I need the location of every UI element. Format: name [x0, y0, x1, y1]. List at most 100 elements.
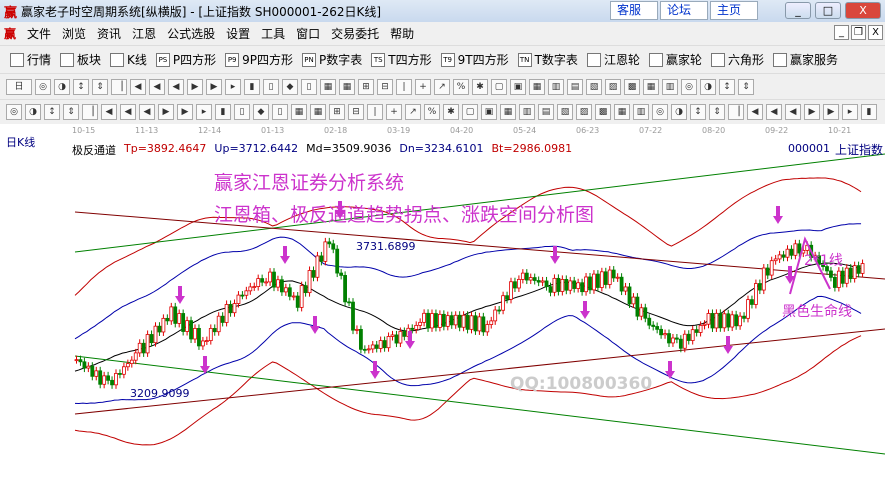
toolbar-item[interactable]: 六角形: [710, 51, 764, 68]
link-home[interactable]: 主页: [710, 1, 758, 20]
tool-icon[interactable]: ◀: [130, 78, 146, 95]
menu-file[interactable]: 文件: [27, 27, 52, 41]
toolbar-item[interactable]: P9 9P四方形: [225, 51, 293, 68]
toolbar-item[interactable]: K线: [110, 51, 147, 68]
tool-icon[interactable]: ↕: [719, 78, 735, 95]
tool-icon[interactable]: ⊟: [377, 78, 393, 95]
tool-icon[interactable]: %: [424, 104, 440, 120]
tool-icon[interactable]: ▨: [605, 78, 621, 95]
tool-icon[interactable]: ▶: [206, 78, 222, 95]
tool-icon[interactable]: ▥: [548, 78, 564, 95]
tool-icon[interactable]: ↗: [434, 78, 450, 95]
tool-icon[interactable]: ⊟: [348, 104, 364, 120]
tool-icon[interactable]: |: [396, 78, 412, 95]
toolbar-item[interactable]: T9 9T四方形: [440, 51, 509, 68]
tool-icon[interactable]: ▤: [567, 78, 583, 95]
toolbar-item[interactable]: 赢家轮: [648, 51, 702, 68]
menu-gann[interactable]: 江恩: [132, 27, 157, 41]
tool-icon[interactable]: ▣: [510, 78, 526, 95]
toolbar-item[interactable]: PN P数字表: [302, 51, 362, 68]
toolbar-item[interactable]: 板块: [60, 51, 101, 68]
mdi-close[interactable]: X: [868, 25, 883, 40]
tool-icon[interactable]: ◎: [652, 104, 668, 120]
tool-icon[interactable]: ▶: [187, 78, 203, 95]
tool-icon[interactable]: ▯: [301, 78, 317, 95]
tool-icon[interactable]: ▩: [624, 78, 640, 95]
menu-trade[interactable]: 交易委托: [331, 27, 380, 41]
toolbar-item[interactable]: 赢家服务: [772, 51, 838, 68]
tool-icon[interactable]: ▦: [310, 104, 326, 120]
tool-icon[interactable]: ◀: [120, 104, 136, 120]
tool-icon[interactable]: ▢: [491, 78, 507, 95]
tool-icon[interactable]: ◀: [785, 104, 801, 120]
tool-icon[interactable]: ▦: [529, 78, 545, 95]
tool-icon[interactable]: ✱: [472, 78, 488, 95]
minimize-button[interactable]: _: [785, 2, 811, 19]
tool-icon[interactable]: ▥: [519, 104, 535, 120]
toolbar-item[interactable]: 江恩轮: [586, 51, 640, 68]
tool-icon[interactable]: ⊞: [358, 78, 374, 95]
tool-icon[interactable]: ▶: [177, 104, 193, 120]
menu-window[interactable]: 窗口: [296, 27, 321, 41]
tool-icon[interactable]: %: [453, 78, 469, 95]
tool-icon[interactable]: ◀: [139, 104, 155, 120]
tool-icon[interactable]: ◀: [101, 104, 117, 120]
tool-icon[interactable]: ▕: [82, 104, 98, 120]
menu-help[interactable]: 帮助: [390, 27, 415, 41]
mdi-minimize[interactable]: _: [834, 25, 849, 40]
tool-icon[interactable]: ▩: [595, 104, 611, 120]
tool-icon[interactable]: ▦: [320, 78, 336, 95]
toolbar-item[interactable]: TS T四方形: [371, 51, 432, 68]
link-forum[interactable]: 论坛: [660, 1, 708, 20]
tool-icon[interactable]: ↗: [405, 104, 421, 120]
tool-icon[interactable]: ▕: [728, 104, 744, 120]
menu-formula[interactable]: 公式选股: [167, 27, 216, 41]
maximize-button[interactable]: □: [815, 2, 841, 19]
tool-icon[interactable]: ▮: [215, 104, 231, 120]
tool-icon[interactable]: ⇕: [92, 78, 108, 95]
kline-chart[interactable]: 日K线 10-15 11-13 12-14 01-13 02-18 03-19 04-20 0…: [0, 124, 885, 479]
tool-icon[interactable]: ◀: [766, 104, 782, 120]
tool-icon[interactable]: ▸: [196, 104, 212, 120]
tool-icon[interactable]: ▧: [586, 78, 602, 95]
tool-icon[interactable]: ◆: [253, 104, 269, 120]
tool-icon[interactable]: ▕: [111, 78, 127, 95]
tool-icon[interactable]: ⊞: [329, 104, 345, 120]
tool-icon[interactable]: ▢: [462, 104, 478, 120]
tool-icon[interactable]: ▶: [158, 104, 174, 120]
tool-icon[interactable]: ▤: [538, 104, 554, 120]
mdi-restore[interactable]: ❐: [851, 25, 866, 40]
tool-icon[interactable]: ◑: [25, 104, 41, 120]
tool-icon[interactable]: ✱: [443, 104, 459, 120]
tool-icon[interactable]: ▥: [633, 104, 649, 120]
tool-icon[interactable]: ▥: [662, 78, 678, 95]
tool-icon[interactable]: ▦: [643, 78, 659, 95]
menu-browse[interactable]: 浏览: [62, 27, 87, 41]
tool-icon[interactable]: ⇕: [63, 104, 79, 120]
tool-icon[interactable]: ▧: [557, 104, 573, 120]
tool-icon[interactable]: ▦: [614, 104, 630, 120]
tool-icon[interactable]: ↕: [690, 104, 706, 120]
tool-icon[interactable]: ▸: [225, 78, 241, 95]
tool-icon[interactable]: ◑: [54, 78, 70, 95]
close-button[interactable]: X: [845, 2, 881, 19]
menu-settings[interactable]: 设置: [226, 27, 251, 41]
tool-icon[interactable]: ◑: [700, 78, 716, 95]
tool-icon[interactable]: ▯: [272, 104, 288, 120]
tool-icon[interactable]: ▦: [339, 78, 355, 95]
menu-info[interactable]: 资讯: [97, 27, 122, 41]
tool-icon[interactable]: ◎: [35, 78, 51, 95]
period-select[interactable]: 日: [6, 78, 32, 95]
tool-icon[interactable]: ◀: [149, 78, 165, 95]
tool-icon[interactable]: ▣: [481, 104, 497, 120]
tool-icon[interactable]: ◆: [282, 78, 298, 95]
tool-icon[interactable]: ▯: [263, 78, 279, 95]
tool-icon[interactable]: ◀: [747, 104, 763, 120]
tool-icon[interactable]: ▮: [861, 104, 877, 120]
tool-icon[interactable]: |: [367, 104, 383, 120]
tool-icon[interactable]: +: [415, 78, 431, 95]
tool-icon[interactable]: ◎: [6, 104, 22, 120]
tool-icon[interactable]: ▦: [291, 104, 307, 120]
tool-icon[interactable]: ▯: [234, 104, 250, 120]
tool-icon[interactable]: +: [386, 104, 402, 120]
